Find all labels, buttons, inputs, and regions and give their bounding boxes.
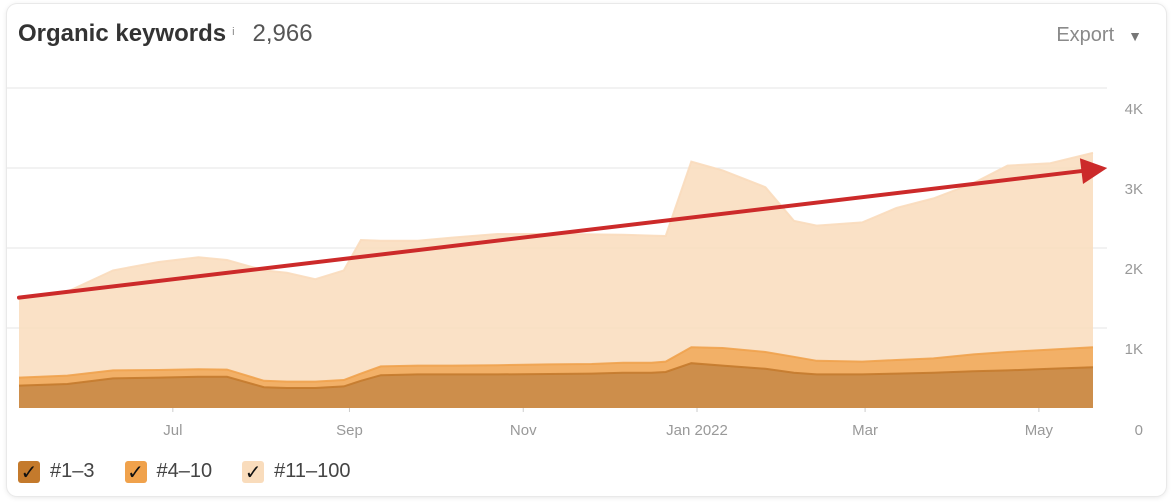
chart-legend: ✓ #1–3 ✓ #4–10 ✓ #11–100 xyxy=(18,460,381,483)
card-header: Organic keywords i 2,966 xyxy=(18,20,313,48)
checkbox-checked-icon[interactable]: ✓ xyxy=(242,460,265,483)
x-tick-label: Jul xyxy=(163,422,182,439)
y-tick-label: 0 xyxy=(1135,422,1143,439)
checkbox-checked-icon[interactable]: ✓ xyxy=(124,460,147,483)
keyword-count: 2,966 xyxy=(252,20,313,47)
x-tick-label: Nov xyxy=(510,422,537,439)
organic-keywords-card: Organic keywords i 2,966 Export ▼ 0 1K 2K 3… xyxy=(7,4,1166,496)
x-tick-label: Mar xyxy=(852,422,878,439)
x-tick-label: Sep xyxy=(336,422,363,439)
legend-item-11-100[interactable]: ✓ #11–100 xyxy=(242,460,351,483)
series-line xyxy=(18,151,1094,299)
x-tick-label: Jan 2022 xyxy=(666,422,728,439)
card-title: Organic keywords xyxy=(18,20,227,47)
legend-item-1-3[interactable]: ✓ #1–3 xyxy=(18,460,95,483)
legend-item-4-10[interactable]: ✓ #4–10 xyxy=(124,460,213,483)
chevron-down-icon: ▼ xyxy=(1128,27,1142,44)
export-label: Export xyxy=(1056,24,1115,46)
legend-label: #11–100 xyxy=(274,460,351,482)
organic-keywords-chart: 0 1K 2K 3K 4K Jul Sep Nov Jan 2022 Mar May xyxy=(7,87,1143,439)
checkbox-checked-icon[interactable]: ✓ xyxy=(18,460,40,483)
trend-arrow-head xyxy=(1079,158,1108,184)
series-area xyxy=(19,152,1093,382)
y-tick-label: 3K xyxy=(1125,181,1143,198)
series-line xyxy=(18,362,1094,389)
y-tick-label: 4K xyxy=(1125,101,1143,118)
y-tick-label: 1K xyxy=(1125,341,1143,358)
export-button[interactable]: Export ▼ xyxy=(1056,24,1142,47)
info-icon[interactable]: i xyxy=(232,26,235,38)
legend-label: #1–3 xyxy=(50,460,95,482)
legend-label: #4–10 xyxy=(156,460,213,482)
y-tick-label: 2K xyxy=(1125,261,1143,278)
x-tick-label: May xyxy=(1025,422,1054,439)
trend-arrow-line xyxy=(17,169,1084,300)
series-area xyxy=(19,347,1093,388)
series-line xyxy=(18,346,1094,383)
